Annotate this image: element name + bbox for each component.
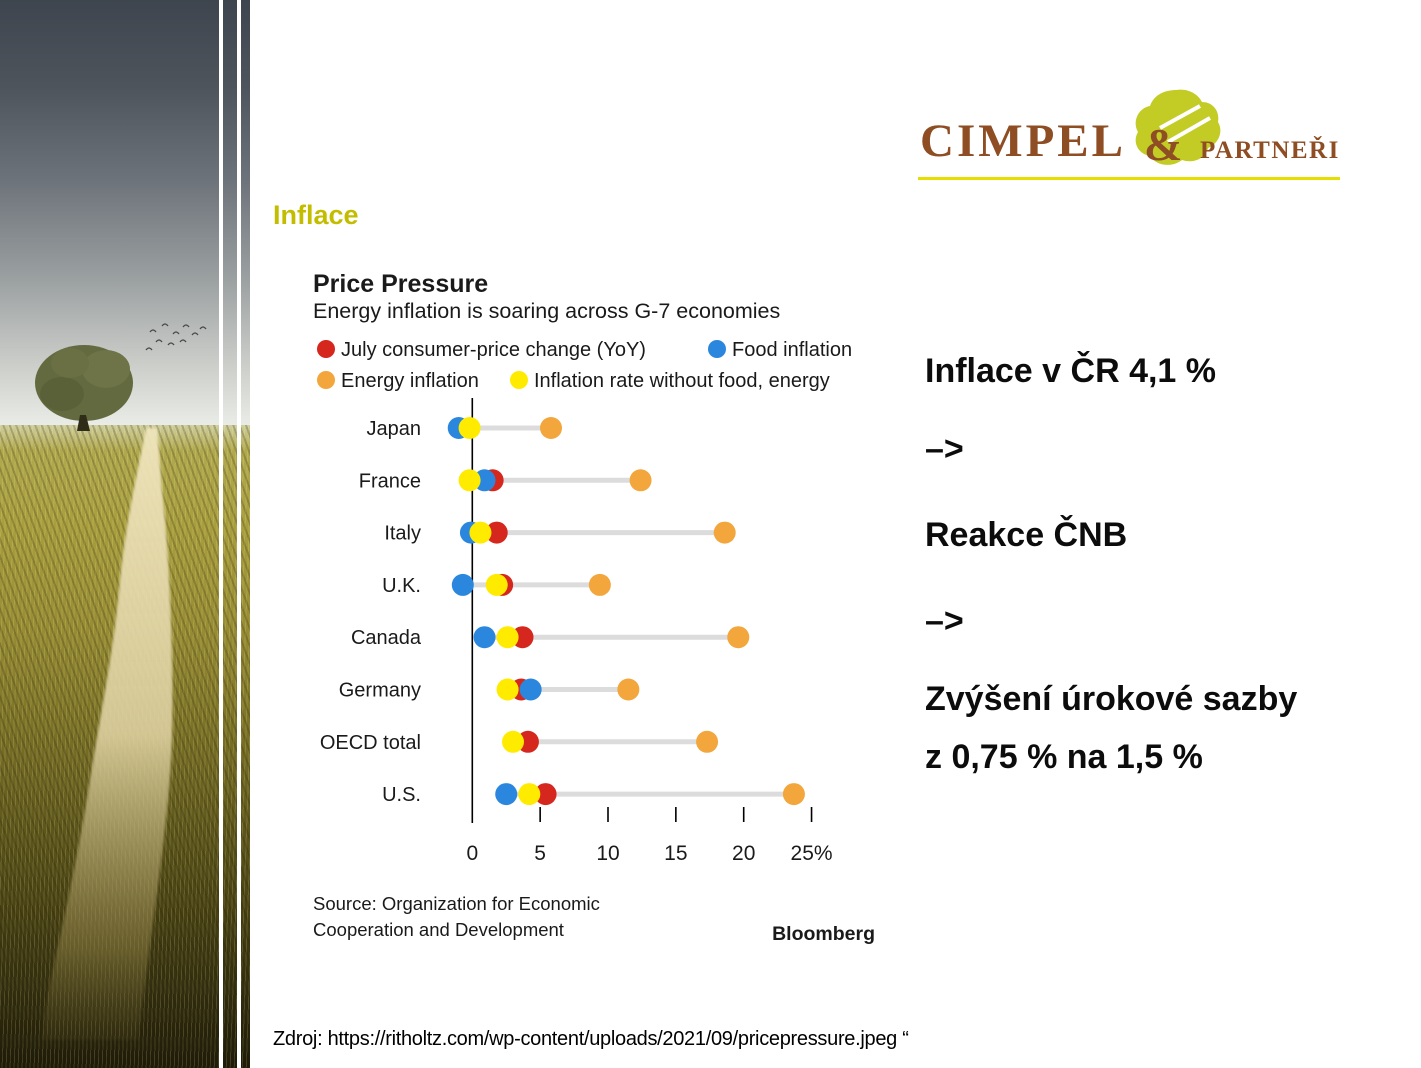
logo-tree-icon xyxy=(1135,89,1221,165)
arrow-1: –> xyxy=(925,430,964,468)
dot-energy xyxy=(782,783,805,806)
dot-energy xyxy=(588,573,611,596)
dot-core xyxy=(469,521,492,544)
dot-energy xyxy=(727,626,750,649)
legend-item-core: Inflation rate without food, energy xyxy=(510,370,830,392)
chart-plot-area: 0 5 10 15 20 25% Japan France Italy U.K. Canada Ger… xyxy=(320,398,833,865)
cpi-dot-icon xyxy=(317,340,335,358)
dot-cpi xyxy=(485,521,508,544)
tick-label: 25% xyxy=(791,842,833,865)
dot-core xyxy=(485,573,508,596)
dot-core xyxy=(458,469,481,492)
row-label: OECD total xyxy=(320,732,421,754)
dot-core xyxy=(518,783,541,806)
row-label: U.S. xyxy=(382,784,421,806)
logo-ampersand: & xyxy=(1144,119,1183,170)
logo-text-partneri: PARTNEŘI xyxy=(1200,137,1340,164)
company-logo: CIMPEL & PARTNEŘI xyxy=(918,88,1346,184)
legend-item-energy: Energy inflation xyxy=(317,370,479,392)
dot-cpi xyxy=(534,783,557,806)
dot-food xyxy=(451,573,474,596)
legend-label: Inflation rate without food, energy xyxy=(534,370,830,392)
tick-label: 5 xyxy=(534,842,546,865)
chart-source-line1: Source: Organization for Economic xyxy=(313,893,600,914)
energy-dot-icon xyxy=(317,371,335,389)
row-label: U.K. xyxy=(382,575,421,597)
row-label: Germany xyxy=(339,680,421,702)
price-pressure-chart: Price Pressure Energy inflation is soari… xyxy=(313,270,875,945)
row-label: Canada xyxy=(351,627,422,649)
logo-underline xyxy=(918,177,1340,180)
divider-line-2 xyxy=(237,0,241,1068)
chart-subtitle: Energy inflation is soaring across G-7 e… xyxy=(313,299,780,323)
chart-title: Price Pressure xyxy=(313,270,488,298)
tick-label: 20 xyxy=(732,842,755,865)
dot-food xyxy=(519,678,542,701)
dot-energy xyxy=(540,417,563,439)
dot-core xyxy=(502,730,525,753)
dot-energy xyxy=(617,678,640,701)
legend-item-food: Food inflation xyxy=(708,339,852,361)
divider-line-1 xyxy=(219,0,223,1068)
dot-core xyxy=(458,417,481,439)
bloomberg-wordmark: Bloomberg xyxy=(772,923,875,945)
legend-label: Energy inflation xyxy=(341,370,479,392)
row-label: Japan xyxy=(367,418,422,440)
legend-label: July consumer-price change (YoY) xyxy=(341,339,646,361)
tick-label: 0 xyxy=(466,842,478,865)
chart-source-line2: Cooperation and Development xyxy=(313,919,564,940)
dot-core xyxy=(496,626,519,649)
arrow-2: –> xyxy=(925,602,964,640)
dot-food xyxy=(473,626,496,649)
tick-label: 10 xyxy=(596,842,619,865)
note-reakce-cnb: Reakce ČNB xyxy=(925,516,1128,554)
row-label: France xyxy=(359,470,421,492)
dot-core xyxy=(496,678,519,701)
tree-illustration xyxy=(35,345,133,431)
note-rate-hike-line1: Zvýšení úrokové sazby xyxy=(925,680,1298,718)
path-illustration xyxy=(42,428,173,1040)
tick-label: 15 xyxy=(664,842,687,865)
background-photo xyxy=(0,0,250,1068)
dot-energy xyxy=(629,469,652,492)
food-dot-icon xyxy=(708,340,726,358)
dot-energy xyxy=(696,730,719,753)
birds-illustration xyxy=(145,323,207,351)
dot-food xyxy=(495,783,518,806)
row-label: Italy xyxy=(384,523,421,545)
photo-illustration xyxy=(35,323,207,1040)
note-inflace-cr: Inflace v ČR 4,1 % xyxy=(925,352,1217,390)
legend-label: Food inflation xyxy=(732,339,852,361)
core-dot-icon xyxy=(510,371,528,389)
dot-energy xyxy=(713,521,736,544)
source-url: Zdroj: https://ritholtz.com/wp-content/u… xyxy=(273,1028,909,1050)
legend-item-cpi: July consumer-price change (YoY) xyxy=(317,339,646,361)
slide-title: Inflace xyxy=(273,200,359,230)
note-rate-hike-line2: z 0,75 % na 1,5 % xyxy=(925,738,1203,776)
logo-text-cimpel: CIMPEL xyxy=(920,115,1126,167)
chart-legend: July consumer-price change (YoY) Food in… xyxy=(317,339,852,392)
